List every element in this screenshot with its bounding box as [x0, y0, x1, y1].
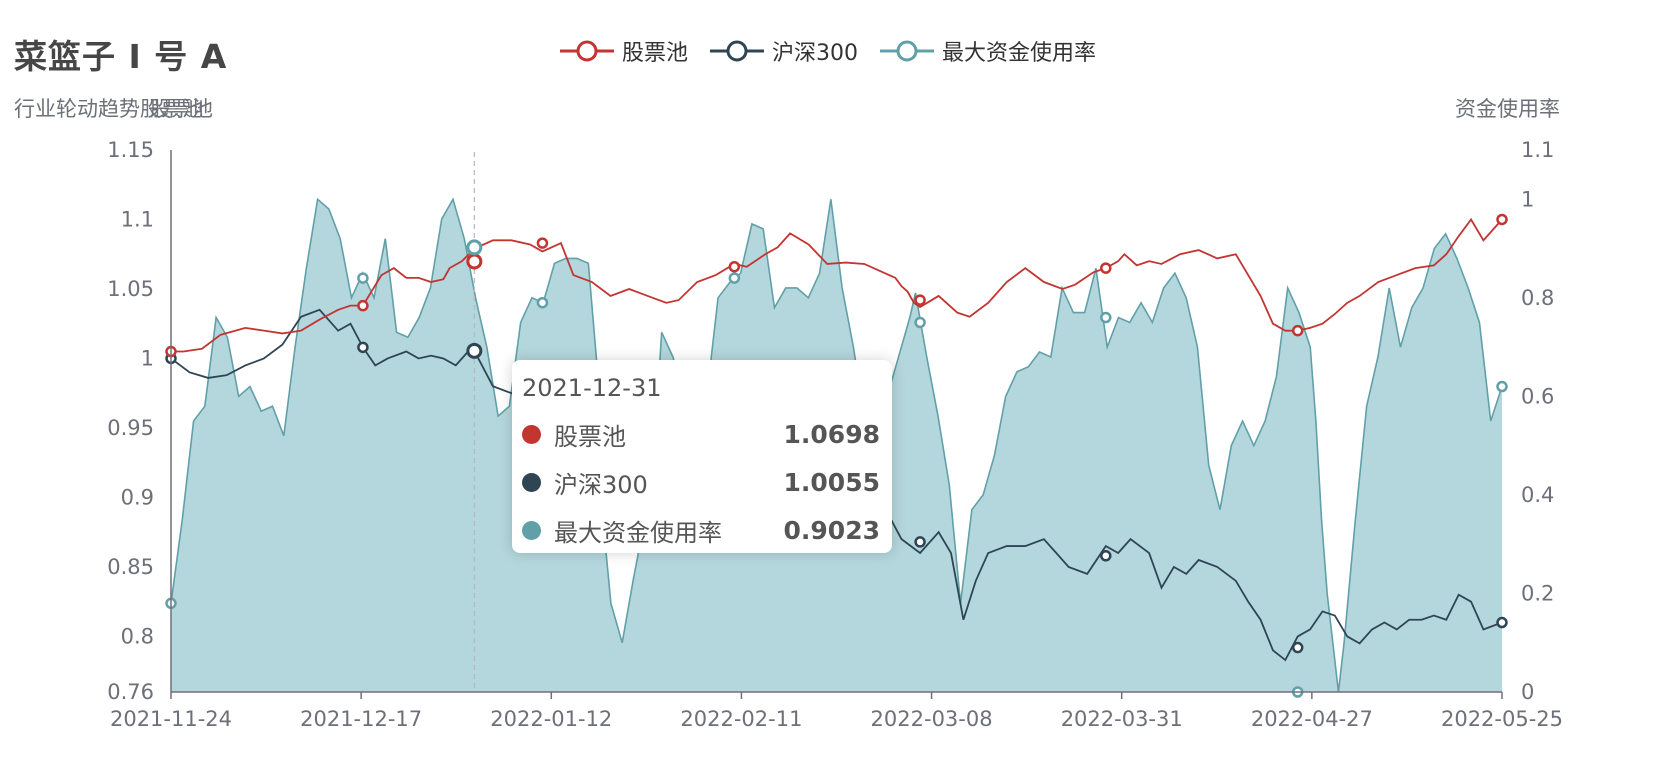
tooltip-row-stock-pool: 股票池 1.0698 [522, 410, 880, 458]
tooltip-dot [522, 424, 541, 444]
legend-label: 股票池 [622, 41, 689, 66]
tooltip-dot [522, 472, 541, 492]
marker-hs300 [1100, 550, 1112, 562]
marker-max-usage [1100, 311, 1112, 324]
marker-stock-pool [1496, 213, 1508, 226]
right-axis-name: 资金使用率 [1455, 97, 1560, 121]
chart-subtitle-overlap: 股票池 [150, 97, 213, 121]
legend-label: 最大资金使用率 [942, 41, 1097, 66]
marker-highlight-max-usage [466, 239, 483, 256]
y-right-tick-label: 0 [1521, 680, 1534, 704]
legend-item-max-usage[interactable]: 最大资金使用率 [880, 35, 1096, 67]
x-tick-label: 2022-03-08 [871, 707, 993, 731]
legend: 股票池 沪深300 最大资金使用率 [560, 34, 1118, 68]
chart-subtitle: 行业轮动趋势股票池 [14, 97, 203, 121]
tooltip-series-value: 0.9023 [783, 515, 880, 545]
y-right-tick-label: 0.4 [1521, 483, 1554, 507]
legend-line-icon [880, 40, 935, 62]
tooltip: 2021-12-31 股票池 1.0698 沪深300 1.0055 最大资金使… [512, 360, 892, 553]
marker-stock-pool [357, 299, 369, 312]
marker-stock-pool [914, 294, 926, 306]
tooltip-dot [522, 520, 541, 540]
series-line-hs300 [170, 308, 1503, 662]
y-left-tick-label: 1.05 [107, 277, 154, 301]
tooltip-row-hs300: 沪深300 1.0055 [522, 458, 880, 506]
marker-stock-pool [1291, 324, 1304, 337]
y-left-tick-label: 1.15 [107, 138, 154, 162]
x-tick-label: 2022-01-12 [490, 707, 612, 731]
marker-max-usage [357, 272, 369, 284]
legend-item-stock-pool[interactable]: 股票池 [560, 35, 688, 67]
tooltip-series-name: 最大资金使用率 [554, 518, 722, 547]
marker-highlight-stock-pool [466, 253, 483, 270]
legend-line-icon [710, 40, 765, 62]
series-line-stock-pool [171, 217, 1503, 353]
tooltip-series-name: 股票池 [554, 422, 626, 451]
marker-highlight-hs300 [466, 342, 483, 359]
marker-stock-pool [728, 260, 741, 273]
tooltip-series-value: 1.0698 [783, 419, 880, 449]
y-left-tick-label: 0.9 [121, 485, 154, 509]
marker-stock-pool [536, 237, 549, 249]
marker-hs300 [914, 536, 926, 548]
y-right-tick-label: 0.8 [1521, 286, 1554, 310]
y-left-tick-label: 0.85 [107, 555, 154, 579]
tooltip-series-value: 1.0055 [783, 467, 880, 497]
x-tick-label: 2022-03-31 [1061, 707, 1183, 731]
marker-hs300 [1291, 641, 1304, 654]
y-right-tick-label: 1.1 [1521, 138, 1554, 162]
y-left-tick-label: 1 [141, 346, 154, 370]
legend-line-icon [560, 40, 614, 62]
y-left-tick-label: 1.1 [121, 207, 154, 231]
legend-item-hs300[interactable]: 沪深300 [710, 35, 858, 67]
x-tick-label: 2022-05-25 [1441, 707, 1563, 731]
y-left-tick-label: 0.95 [107, 416, 154, 440]
marker-max-usage [1496, 380, 1508, 393]
x-tick-label: 2021-12-17 [300, 707, 422, 731]
x-tick-label: 2022-04-27 [1251, 707, 1373, 731]
marker-stock-pool [1100, 262, 1112, 274]
y-left-tick-label: 0.76 [107, 680, 154, 704]
x-tick-label: 2022-02-11 [680, 707, 802, 731]
tooltip-date: 2021-12-31 [522, 374, 662, 402]
marker-max-usage [914, 316, 926, 329]
marker-max-usage [536, 296, 549, 309]
y-right-tick-label: 0.6 [1521, 384, 1554, 408]
y-right-tick-label: 1 [1521, 187, 1534, 211]
chart-title: 菜篮子 I 号 A [14, 37, 228, 76]
tooltip-series-name: 沪深300 [554, 470, 648, 499]
marker-hs300 [357, 341, 369, 354]
y-right-tick-label: 0.2 [1521, 581, 1554, 605]
tooltip-row-max-usage: 最大资金使用率 0.9023 [522, 506, 880, 554]
marker-max-usage [728, 272, 741, 284]
x-tick-label: 2021-11-24 [110, 707, 232, 731]
legend-label: 沪深300 [772, 41, 859, 66]
marker-hs300 [1496, 616, 1508, 629]
y-left-tick-label: 0.8 [121, 624, 154, 648]
